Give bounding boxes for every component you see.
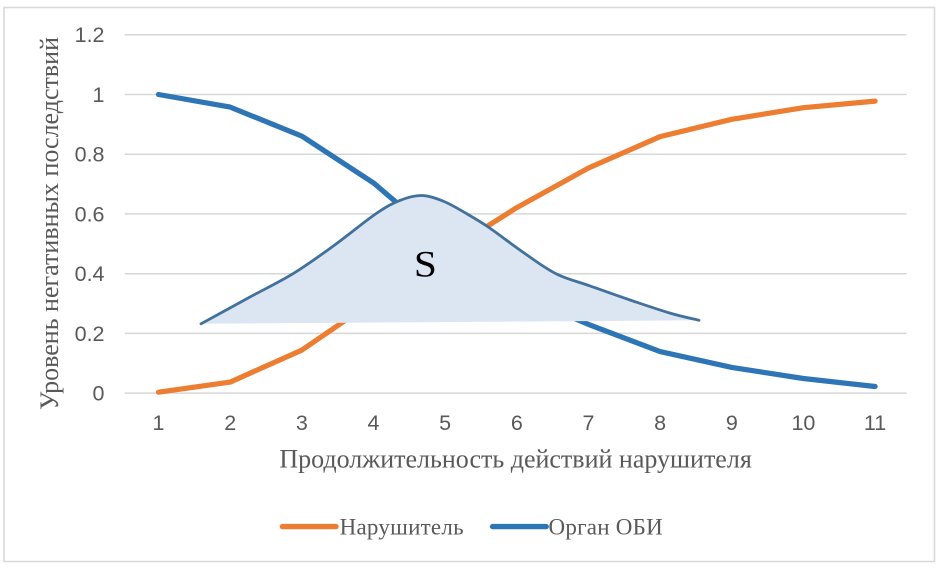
svg-text:6: 6 — [511, 411, 523, 435]
svg-text:2: 2 — [224, 411, 236, 435]
svg-text:0.4: 0.4 — [75, 262, 105, 286]
svg-text:4: 4 — [368, 411, 380, 435]
svg-text:8: 8 — [654, 411, 666, 435]
svg-text:Продолжительность действий нар: Продолжительность действий нарушителя — [279, 444, 751, 473]
svg-text:0.2: 0.2 — [75, 322, 105, 346]
svg-text:3: 3 — [296, 411, 308, 435]
svg-text:1.2: 1.2 — [75, 23, 105, 47]
svg-text:11: 11 — [864, 411, 886, 435]
svg-text:7: 7 — [583, 411, 595, 435]
svg-text:0.6: 0.6 — [75, 202, 105, 226]
svg-text:Уровень негативных последствий: Уровень негативных последствий — [35, 37, 64, 410]
svg-text:0.8: 0.8 — [75, 143, 105, 167]
svg-text:5: 5 — [439, 411, 451, 435]
svg-text:1: 1 — [153, 411, 165, 435]
svg-text:Орган ОБИ: Орган ОБИ — [549, 515, 664, 540]
svg-text:9: 9 — [726, 411, 738, 435]
svg-text:0: 0 — [93, 382, 105, 406]
svg-text:1: 1 — [93, 83, 105, 107]
svg-text:Нарушитель: Нарушитель — [340, 515, 464, 540]
svg-text:10: 10 — [791, 411, 815, 435]
svg-text:S: S — [414, 245, 437, 286]
